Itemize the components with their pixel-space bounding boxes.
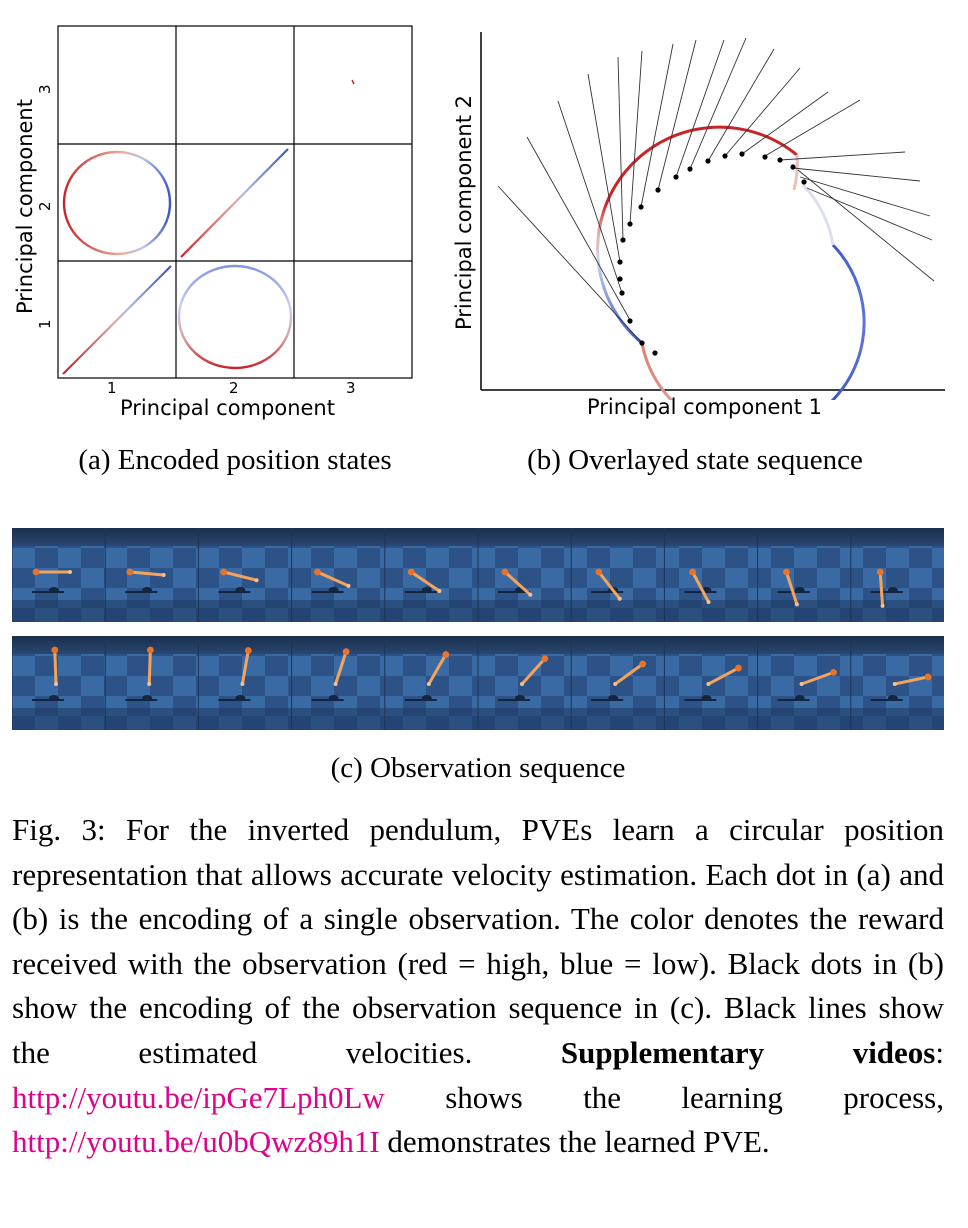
velocity-lines (497, 37, 935, 344)
y-tick-1: 1 (36, 319, 54, 329)
observation-frame (384, 528, 442, 622)
observation-frame (104, 636, 158, 730)
observation-frame (291, 636, 350, 730)
scatter-matrix (57, 25, 413, 379)
scatter-pc1-pc1 (62, 265, 172, 375)
figure-a-xlabel: Principal component (120, 396, 335, 420)
figure-a-ylabel: Principal component (13, 99, 37, 314)
subcaption-a: (a) Encoded position states (78, 444, 392, 476)
observation-frame (12, 636, 64, 730)
video-link-learning[interactable]: http://youtu.be/ipGe7Lph0Lw (12, 1079, 385, 1115)
observation-frame (850, 528, 903, 622)
figure-b-ylabel: Principal component 2 (452, 95, 476, 330)
caption-tail-text: demonstrates the learned PVE. (387, 1124, 770, 1160)
observation-strip-row-1 (12, 528, 944, 622)
caption-text: Fig. 3: For the inverted pendulum, PVEs … (12, 812, 944, 1070)
x-tick-1: 1 (107, 379, 117, 397)
observation-frame (384, 636, 450, 730)
observation-frame (757, 528, 810, 622)
observation-frame (663, 636, 742, 730)
observation-frame (570, 636, 647, 730)
observation-frame (570, 528, 624, 622)
state-sequence-plot (480, 32, 945, 400)
observation-frame (850, 636, 932, 730)
subcaption-b: (b) Overlayed state sequence (527, 444, 863, 476)
caption-colon: : (935, 1034, 944, 1070)
figure-caption: Fig. 3: For the inverted pendulum, PVEs … (12, 808, 944, 1165)
video-link-pve[interactable]: http://youtu.be/u0bQwz89h1I (12, 1124, 380, 1160)
caption-bold-label: Supplementary videos (560, 1034, 936, 1070)
matrix-grid (57, 25, 413, 379)
x-tick-2: 2 (229, 379, 239, 397)
observation-frame (104, 528, 166, 622)
figure-b-xlabel: Principal component 1 (587, 395, 822, 419)
x-tick-3: 3 (346, 379, 356, 397)
scatter-pc2-pc2 (180, 148, 289, 258)
observation-frame (477, 528, 533, 622)
observation-frame (12, 528, 72, 622)
scatter-pc1-pc2 (62, 150, 172, 256)
axes-b (480, 32, 945, 391)
observation-frame (197, 528, 259, 622)
observation-frame (663, 528, 717, 622)
observation-frame (757, 636, 837, 730)
y-tick-2: 2 (36, 201, 54, 211)
encoded-states-circle (596, 125, 866, 400)
scatter-pc2-pc1 (177, 264, 293, 370)
observation-frame (197, 636, 252, 730)
caption-mid-text: shows the learning process, (445, 1079, 944, 1115)
observation-strip-row-2 (12, 636, 944, 730)
y-tick-3: 3 (36, 84, 54, 94)
scatter-pc3-pc3 (351, 79, 355, 85)
observation-dots (617, 151, 807, 356)
observation-frame (291, 528, 351, 622)
subcaption-c: (c) Observation sequence (330, 752, 626, 784)
observation-frame (477, 636, 549, 730)
